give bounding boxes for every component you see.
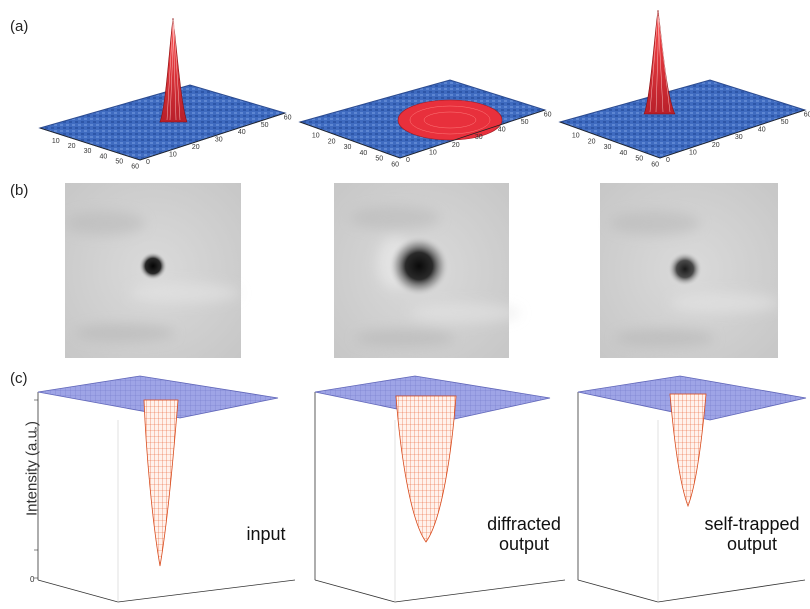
y-tick-label: 20	[712, 142, 720, 149]
y-tick-label: 10	[689, 149, 697, 156]
caption-line2: output	[498, 534, 550, 554]
x-tick-label: 40	[359, 150, 367, 157]
x-tick-label: 40	[99, 153, 107, 160]
x-axis-line	[39, 127, 141, 161]
y-tick-label: 60	[804, 111, 810, 118]
diffracted-disk	[397, 99, 503, 141]
x-tick-label: 20	[68, 143, 76, 150]
x-tick-label: 10	[572, 133, 580, 140]
intensity-well	[669, 393, 707, 508]
x-tick-label: 60	[131, 163, 139, 170]
y-tick-label: 40	[498, 127, 506, 134]
caption-diffracted: diffracted output	[474, 514, 574, 554]
beam-spot	[668, 252, 702, 286]
y-tick-label: 60	[544, 111, 552, 118]
wireframe-self-trapped	[577, 375, 807, 603]
surface-diffracted	[298, 79, 547, 159]
x-tick-label: 10	[312, 133, 320, 140]
surface-input	[38, 17, 287, 161]
x-tick-label: 60	[391, 161, 399, 168]
surface-self-trapped	[558, 10, 807, 159]
x-tick-label: 60	[651, 161, 659, 168]
y-tick-label: 0	[146, 159, 150, 166]
surface-plane	[38, 84, 287, 161]
row-c-wireframes: 0	[30, 375, 807, 603]
y-axis-label: Intensity (a.u.)	[23, 420, 41, 517]
panel-label-c: (c)	[10, 370, 28, 387]
y-tick-label: 50	[521, 119, 529, 126]
y-tick-label: 60	[284, 114, 292, 121]
y-tick-label: 20	[452, 142, 460, 149]
surface-plane	[558, 79, 807, 159]
y-tick-label: 0	[406, 157, 410, 164]
wireframe-input	[34, 375, 296, 603]
y-tick-label: 30	[735, 134, 743, 141]
x-tick-label: 50	[375, 156, 383, 163]
y-tick-label: 10	[169, 152, 177, 159]
y-tick-label: 50	[781, 119, 789, 126]
row-b-images	[65, 183, 780, 358]
beam-spot	[139, 252, 167, 280]
y-tick-label: 40	[238, 129, 246, 136]
x-tick-label: 30	[344, 144, 352, 151]
panel-label-b: (b)	[10, 182, 29, 199]
y-tick-label: 0	[666, 157, 670, 164]
image-self-trapped	[600, 183, 780, 358]
y-tick-label: 20	[192, 144, 200, 151]
x-tick-label: 20	[588, 138, 596, 145]
row-a-surfaces: 10 20 30 40 50 60 0 10 20 30 40 50 60 10 20 30 40 50 60 0 10…	[38, 10, 810, 170]
panel-label-a: (a)	[10, 18, 29, 35]
x-tick-label: 50	[635, 156, 643, 163]
y-tick-label: 10	[429, 149, 437, 156]
x-tick-label: 30	[604, 144, 612, 151]
caption-line1: diffracted	[487, 514, 561, 534]
x-tick-label: 50	[115, 158, 123, 165]
x-tick-label: 10	[52, 138, 60, 145]
x-tick-label: 40	[619, 150, 627, 157]
surface-peak	[159, 17, 188, 123]
x-tick-label: 30	[84, 148, 92, 155]
y-axis-zero: 0	[30, 575, 35, 584]
caption-line1: input	[246, 524, 286, 544]
tick-labels: 10 20 30 40 50 60 0 10 20 30 40 50 60 10 20 30 40 50 60 0 10…	[52, 111, 810, 170]
intensity-well	[143, 399, 179, 567]
caption-line2: output	[726, 534, 778, 554]
baseline-plane	[37, 375, 279, 419]
x-tick-label: 20	[328, 138, 336, 145]
wireframe-diffracted	[314, 375, 566, 603]
y-tick-label: 50	[261, 122, 269, 129]
y-tick-label: 30	[475, 134, 483, 141]
beam-spot	[389, 236, 449, 296]
caption-line1: self-trapped	[704, 514, 800, 534]
y-axis-line	[139, 112, 286, 161]
caption-self-trapped: self-trapped output	[694, 514, 810, 554]
image-input	[65, 183, 241, 358]
caption-input: input	[226, 524, 306, 544]
image-diffracted	[334, 183, 520, 358]
y-tick-label: 40	[758, 127, 766, 134]
y-tick-label: 30	[215, 137, 223, 144]
intensity-well	[395, 395, 457, 543]
